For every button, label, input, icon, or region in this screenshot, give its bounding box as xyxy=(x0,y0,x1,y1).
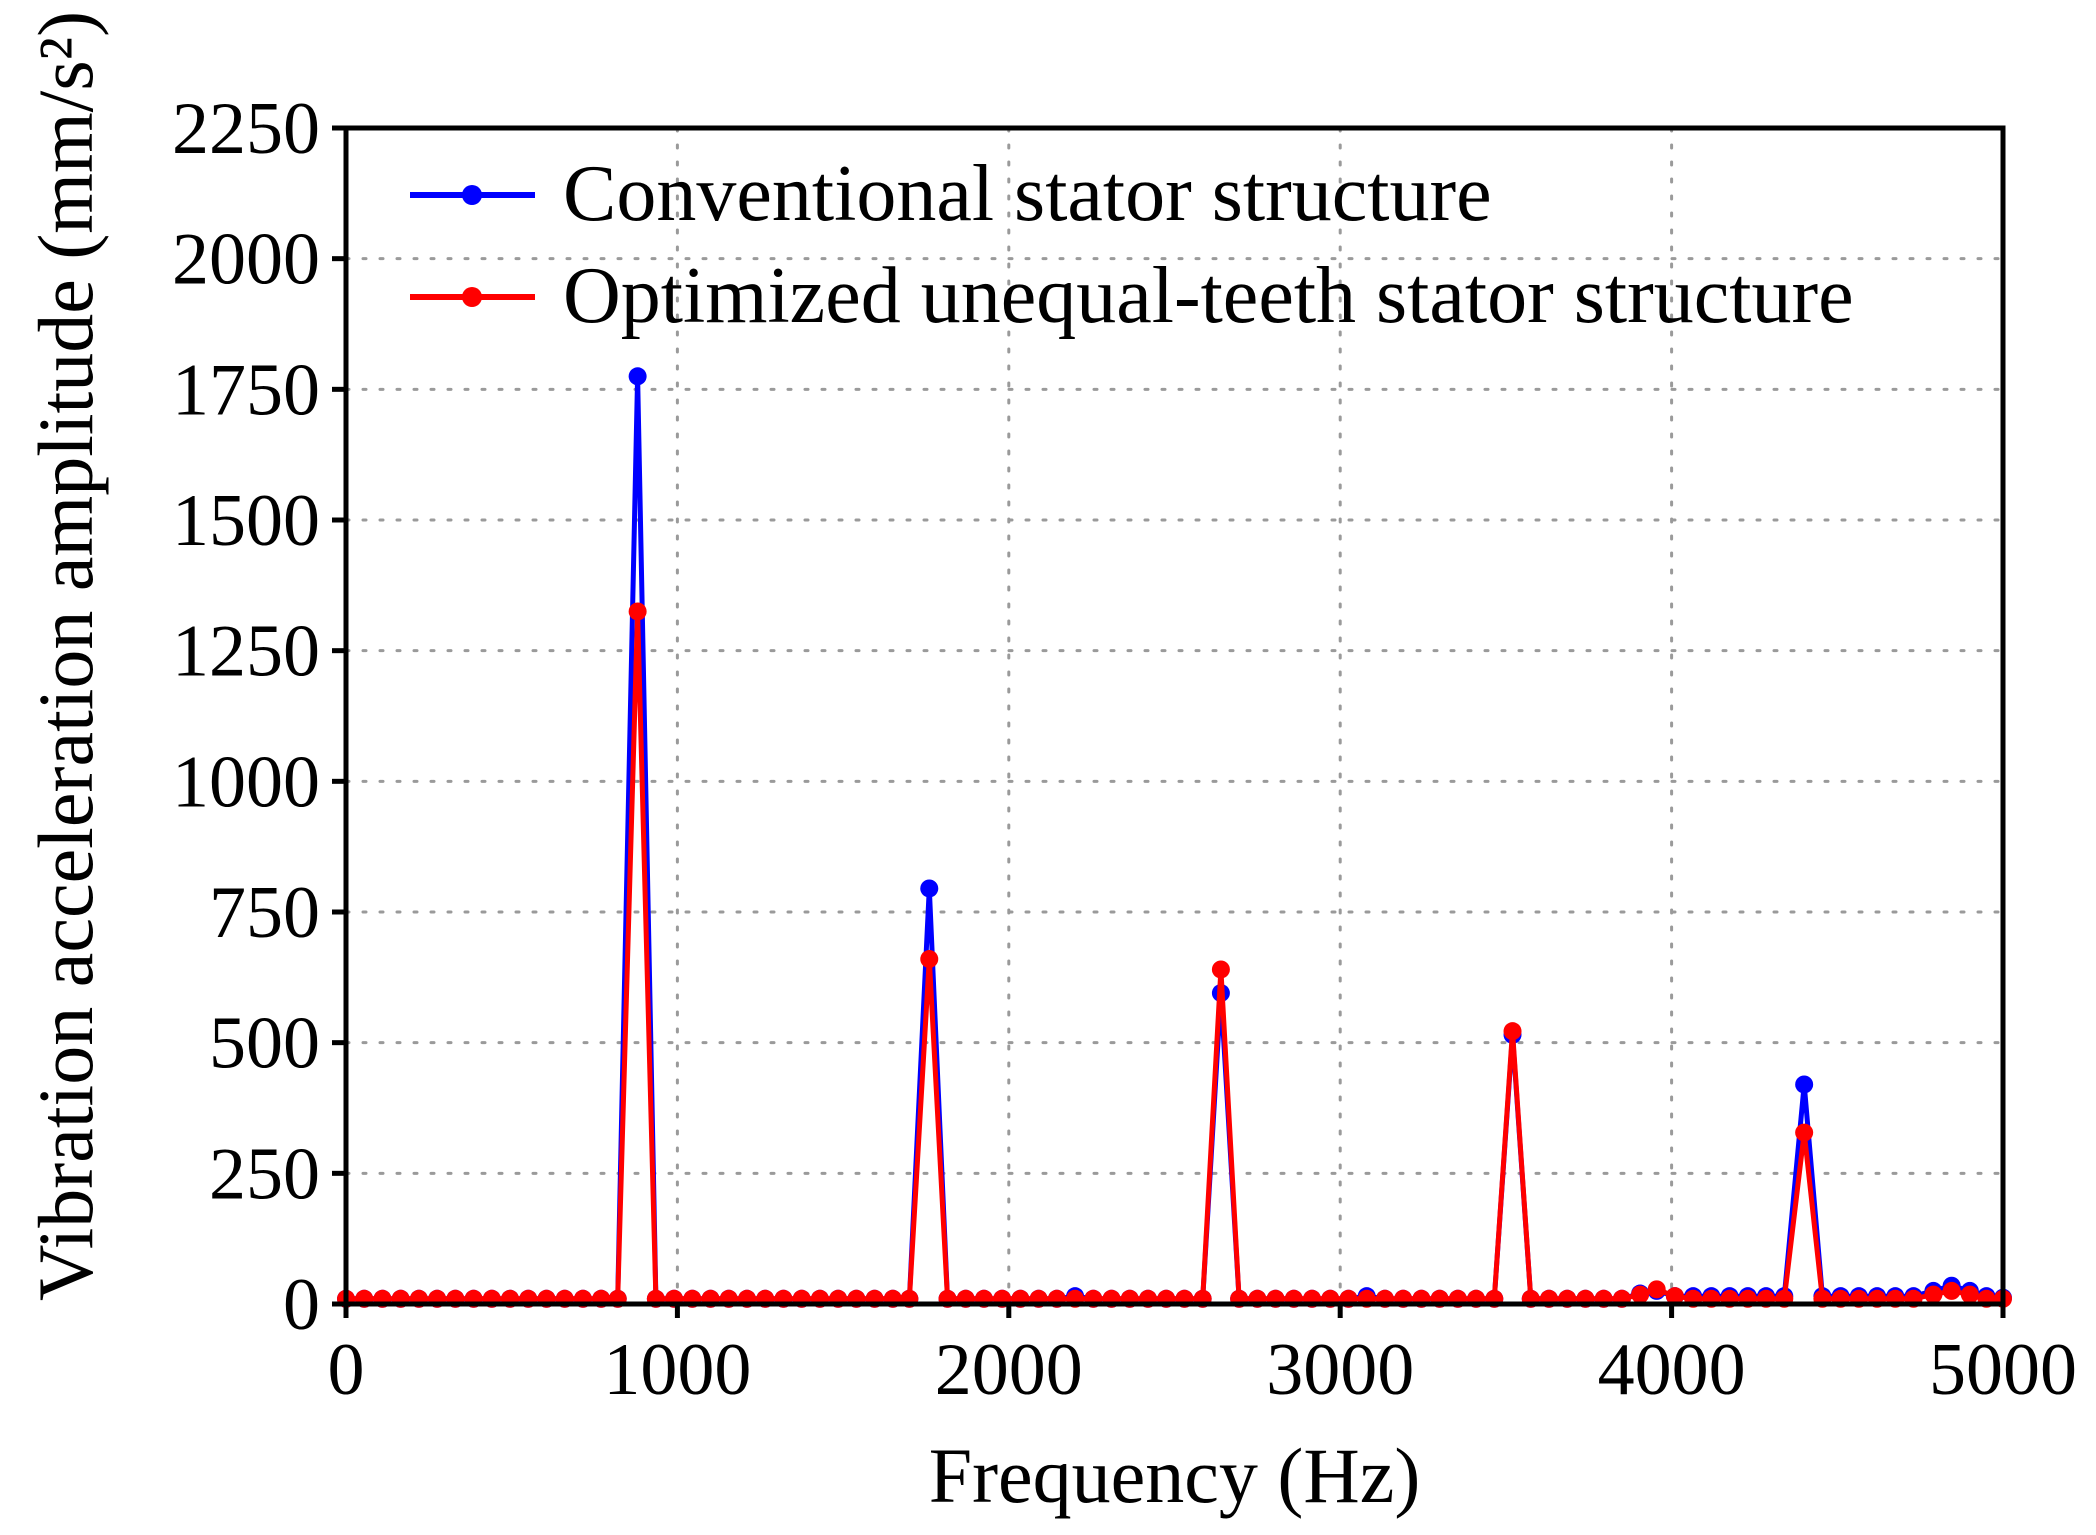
plot-frame xyxy=(343,125,2006,1307)
data-point xyxy=(628,602,647,621)
legend-label-optimized: Optimized unequal-teeth stator structure xyxy=(563,252,1854,340)
legend-label-conventional: Conventional stator structure xyxy=(563,150,1492,238)
legend-marker-conventional xyxy=(462,185,482,205)
data-point xyxy=(1211,960,1230,979)
data-point xyxy=(1647,1280,1666,1299)
data-point xyxy=(1924,1285,1943,1304)
series-line-1 xyxy=(346,609,2003,1302)
data-point xyxy=(920,950,939,969)
x-tick-label: 5000 xyxy=(1929,1329,2077,1411)
data-point xyxy=(920,879,939,898)
x-tick-label: 2000 xyxy=(935,1329,1083,1411)
legend: Conventional stator structure Optimized … xyxy=(410,150,1854,340)
data-point xyxy=(1665,1287,1684,1306)
data-point xyxy=(1503,1022,1522,1041)
data-point xyxy=(1960,1285,1979,1304)
y-tick-label: 0 xyxy=(283,1264,320,1346)
y-tick-label: 2250 xyxy=(172,88,320,170)
axis-ticks: 0 1000 2000 3000 4000 5000 0 250 500 750 1000 1250 1… xyxy=(172,88,2077,1411)
series-line-0 xyxy=(346,373,2004,1302)
x-tick-label: 3000 xyxy=(1266,1329,1414,1411)
y-tick-label: 1000 xyxy=(172,741,320,823)
data-point xyxy=(1795,1123,1814,1142)
y-tick-label: 500 xyxy=(209,1003,320,1085)
data-point xyxy=(1942,1281,1961,1300)
plot-series xyxy=(337,367,2012,1308)
y-tick-label: 2000 xyxy=(172,219,320,301)
y-tick-label: 1250 xyxy=(172,611,320,693)
y-tick-label: 250 xyxy=(209,1133,320,1215)
x-tick-label: 0 xyxy=(328,1329,365,1411)
x-tick-label: 1000 xyxy=(603,1329,751,1411)
x-tick-label: 4000 xyxy=(1598,1329,1746,1411)
y-tick-label: 1500 xyxy=(172,480,320,562)
y-axis-title: Vibration acceleration amplitude (mm/s²) xyxy=(22,11,109,1301)
x-axis-title: Frequency (Hz) xyxy=(929,1432,1421,1519)
data-point xyxy=(1795,1075,1814,1094)
y-tick-label: 1750 xyxy=(172,349,320,431)
legend-marker-optimized xyxy=(462,287,482,307)
y-tick-label: 750 xyxy=(209,872,320,954)
data-point xyxy=(628,367,647,386)
data-point xyxy=(1631,1285,1650,1304)
